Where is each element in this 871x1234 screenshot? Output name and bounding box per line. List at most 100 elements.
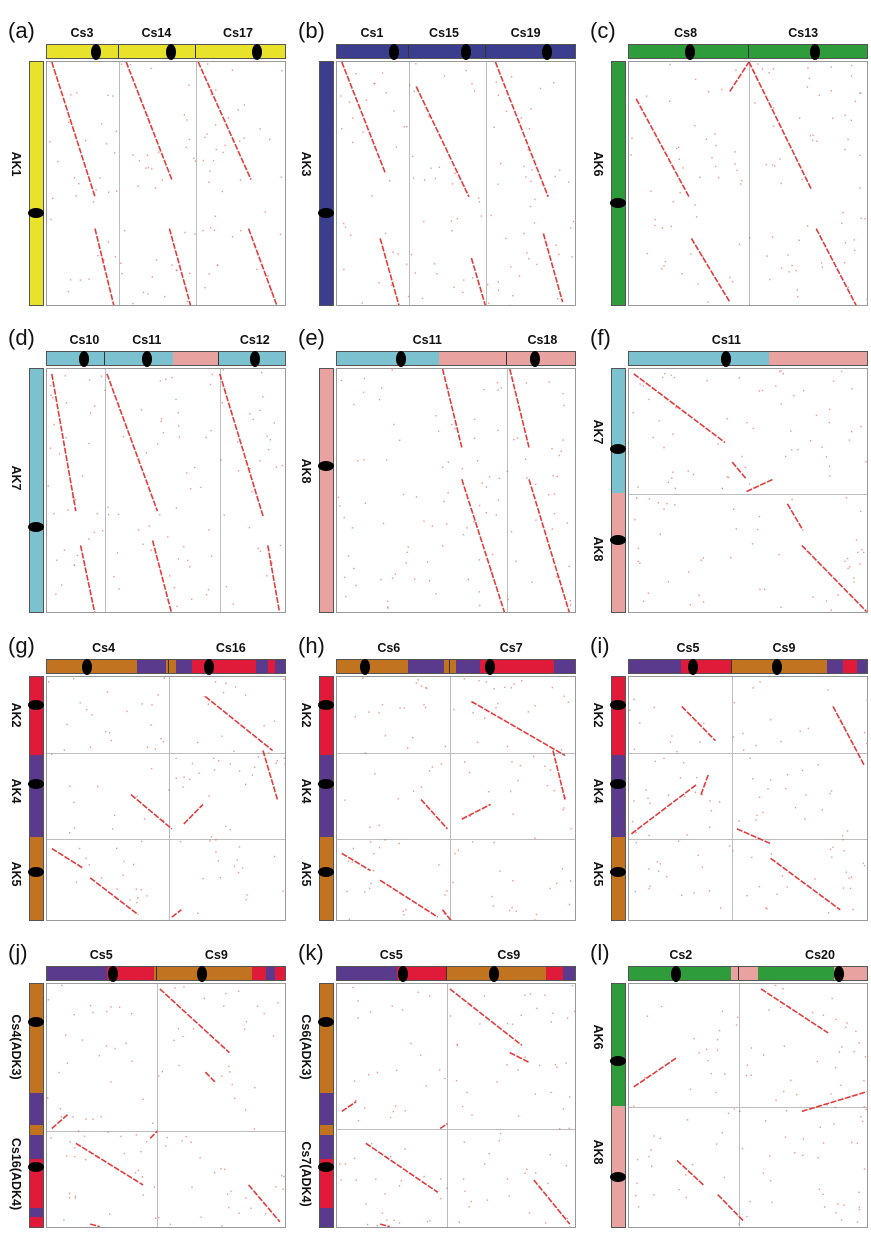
noise-dot [510, 687, 512, 689]
noise-dot [466, 527, 468, 529]
noise-dot [123, 1152, 126, 1155]
noise-dot [737, 1016, 739, 1018]
noise-dot [363, 377, 366, 380]
noise-dot [772, 164, 774, 166]
noise-dot [137, 185, 139, 187]
synteny-block [379, 1223, 391, 1227]
noise-dot [523, 165, 525, 168]
noise-dot [140, 1151, 142, 1153]
noise-dot [222, 691, 225, 694]
noise-dot [267, 275, 269, 277]
centromere-marker [141, 351, 152, 367]
noise-dot [565, 1062, 567, 1064]
noise-dot [666, 876, 668, 878]
noise-dot [200, 1216, 202, 1218]
chromosome-segment [612, 837, 625, 920]
noise-dot [186, 472, 188, 474]
top-chromosome-label: Cs4 [92, 641, 116, 655]
noise-dot [748, 304, 750, 305]
noise-dot [188, 84, 190, 86]
chromosome-segment [826, 660, 844, 673]
noise-dot [186, 119, 188, 121]
noise-dot [770, 719, 772, 721]
noise-dot [695, 78, 697, 81]
dotplot-area [46, 61, 286, 306]
noise-dot [88, 278, 90, 280]
noise-dot [863, 731, 866, 734]
noise-dot [860, 1116, 862, 1118]
noise-dot [565, 1165, 567, 1167]
chromosome-segment [337, 967, 397, 980]
noise-dot [413, 90, 415, 93]
noise-dot [429, 1220, 431, 1222]
noise-dot [259, 128, 261, 130]
noise-dot [720, 907, 722, 909]
noise-dot [757, 528, 759, 531]
noise-dot [189, 272, 191, 275]
chromosome-segment [769, 352, 867, 365]
noise-dot [853, 581, 855, 583]
noise-dot [497, 94, 500, 97]
noise-dot [821, 809, 823, 811]
noise-dot [273, 422, 275, 424]
noise-dot [744, 466, 746, 469]
noise-dot [122, 435, 125, 438]
centromere-marker [460, 44, 471, 60]
noise-dot [732, 736, 734, 738]
noise-dot [362, 391, 365, 393]
noise-dot [811, 1011, 814, 1014]
noise-dot [81, 1039, 84, 1041]
noise-dot [88, 442, 90, 445]
chromosome-boundary [484, 45, 486, 58]
centromere-marker [28, 1161, 44, 1172]
noise-dot [404, 1110, 406, 1112]
noise-dot [137, 1169, 139, 1171]
noise-dot [225, 682, 227, 685]
noise-dot [515, 560, 517, 563]
noise-dot [710, 809, 712, 812]
top-chromosome-bar [628, 351, 868, 366]
noise-dot [748, 237, 751, 239]
chromosome-segment [251, 967, 266, 980]
noise-dot [354, 716, 356, 718]
noise-dot [772, 68, 774, 70]
centromere-marker [687, 659, 698, 675]
noise-dot [672, 433, 674, 435]
noise-dot [103, 259, 105, 261]
synteny-block [420, 798, 448, 830]
noise-dot [559, 169, 561, 171]
noise-dot [554, 175, 556, 178]
noise-dot [392, 1110, 394, 1113]
dotplot-area [46, 368, 286, 613]
noise-dot [548, 494, 550, 496]
noise-dot [835, 1212, 837, 1214]
noise-dot [105, 730, 107, 733]
synteny-block [341, 1100, 357, 1113]
noise-dot [774, 165, 776, 167]
noise-dot [179, 840, 182, 843]
noise-dot [424, 706, 427, 709]
noise-dot [466, 1091, 468, 1094]
chromosome-segment [757, 967, 834, 980]
noise-dot [794, 807, 797, 809]
noise-dot [279, 233, 282, 235]
chromosome-segment [320, 1134, 333, 1159]
noise-dot [491, 553, 494, 556]
noise-dot [726, 476, 728, 478]
noise-dot [220, 459, 222, 461]
noise-dot [116, 888, 118, 890]
noise-dot [562, 439, 564, 441]
noise-dot [701, 793, 703, 796]
noise-dot [779, 370, 781, 373]
noise-dot [853, 239, 856, 241]
noise-dot [674, 504, 676, 506]
noise-dot [263, 1012, 265, 1015]
noise-dot [75, 195, 77, 197]
noise-dot [765, 163, 767, 166]
noise-dot [468, 771, 471, 774]
noise-dot [566, 522, 569, 524]
noise-dot [511, 761, 513, 763]
noise-dot [571, 985, 574, 987]
synteny-block [365, 1142, 439, 1193]
noise-dot [215, 839, 217, 841]
